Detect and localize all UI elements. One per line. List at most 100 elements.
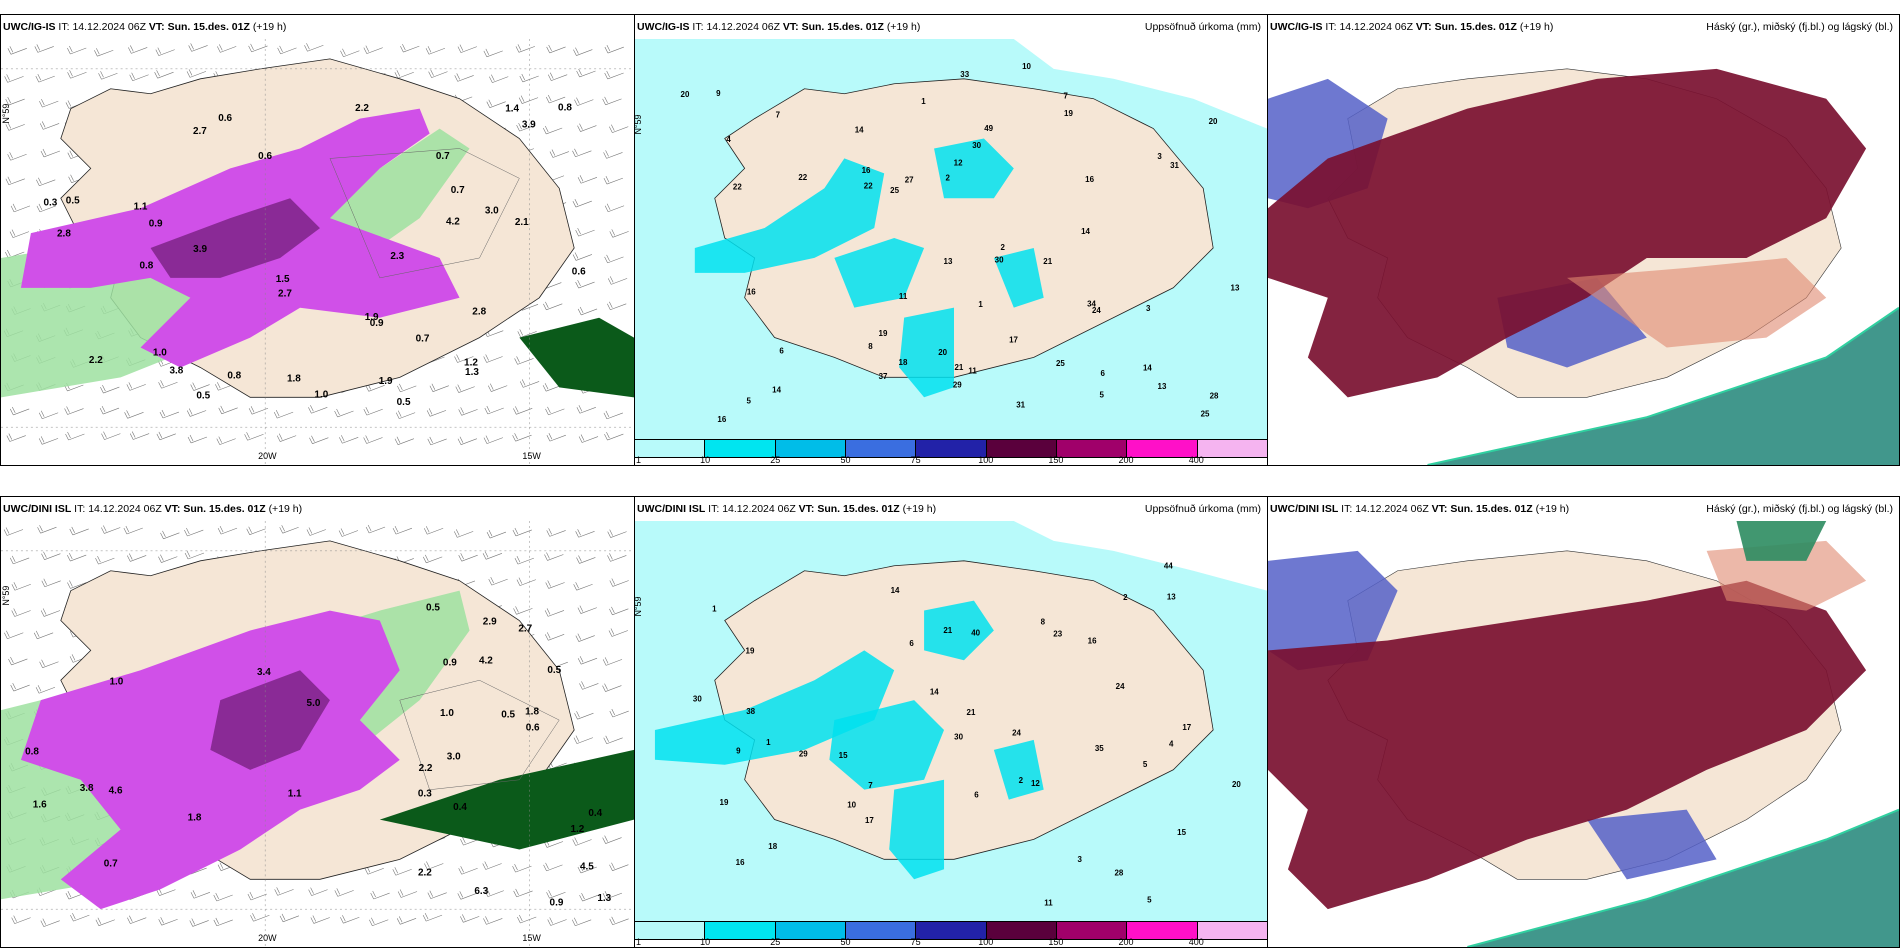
wind-barb	[576, 555, 596, 564]
precip-dark-magenta-core	[210, 670, 330, 770]
wind-barb	[484, 888, 504, 897]
map-view[interactable]	[1268, 39, 1899, 465]
legend-label: 100	[978, 455, 994, 465]
value-label: 0.3	[43, 198, 57, 209]
value-label: 1.6	[33, 799, 47, 810]
precip-cyan-south	[889, 779, 945, 880]
value-label: 17	[1009, 336, 1018, 345]
wind-barb	[338, 528, 359, 537]
teal-cloud	[1427, 307, 1899, 465]
value-label: 2.7	[278, 288, 292, 299]
wind-barb	[489, 74, 509, 83]
wind-barb	[457, 891, 477, 900]
value-label: 0.5	[196, 391, 210, 402]
wind-barb	[578, 434, 599, 443]
map-view[interactable]: 5 3 2 1 1 10 14 7 6 8 25 22 18 33 25 16 34 16 13 20 20 14 29 21…	[635, 39, 1267, 439]
legend-swatch	[635, 922, 706, 939]
legend-label: 50	[840, 937, 851, 947]
wind-barb	[67, 552, 87, 562]
wind-barb	[549, 149, 569, 158]
panel-header: UWC/IG-IS IT: 14.12.2024 06Z VT: Sun. 15…	[1, 15, 634, 39]
wind-barb	[158, 554, 178, 563]
wind-barb	[11, 915, 31, 924]
wind-barb	[574, 97, 594, 106]
wind-barb	[36, 177, 56, 187]
wind-barb	[190, 890, 211, 899]
panel-header: UWC/DINI ISL IT: 14.12.2024 06Z VT: Sun.…	[1268, 497, 1899, 521]
high-cloud-maroon	[1268, 68, 1867, 398]
wind-barb	[609, 916, 629, 926]
wind-barb	[127, 915, 147, 924]
value-label: 1.3	[597, 893, 611, 904]
wind-barb	[124, 410, 144, 419]
value-label: 22	[864, 182, 873, 191]
wind-barb	[482, 861, 502, 870]
lead-time: (+19 h)	[1535, 503, 1570, 515]
map-view[interactable]: 0.5 2.7 1.0 1.1 3.0 1.9 0.6 3.9 2.7 3.8 2.2 0.3 1.5 1…	[1, 39, 634, 465]
accum-map-svg: 5321110147682522183325163416132020142921…	[635, 39, 1267, 439]
map-view[interactable]: 0.3 0.4 0.5 1.2 2.2 4.2 1.8 5.0 4.5 6.3 3.0 2.2 1.6 0…	[1, 521, 634, 947]
green-cloud-ne	[1736, 521, 1827, 561]
value-label: 0.4	[588, 808, 602, 819]
value-label: 8	[868, 342, 873, 351]
wind-barb	[98, 71, 118, 80]
value-label: 19	[746, 647, 755, 656]
value-label: 29	[953, 380, 962, 389]
wind-barb	[483, 48, 503, 58]
value-label: 2.3	[390, 251, 404, 262]
map-view[interactable]	[1268, 521, 1899, 947]
value-label: 30	[995, 256, 1004, 265]
wind-barb	[188, 43, 208, 52]
value-label: 1.5	[276, 274, 290, 285]
wind-barb	[3, 527, 24, 536]
vt-value: Sun. 15.des. 01Z	[183, 503, 266, 515]
wind-barb	[158, 380, 178, 389]
panel-precip-rate-igis: UWC/IG-IS IT: 14.12.2024 06Z VT: Sun. 15…	[0, 14, 635, 466]
value-label: 1.4	[505, 104, 519, 115]
wind-barb	[577, 175, 598, 184]
panel-cloud-igis: UWC/IG-IS IT: 14.12.2024 06Z VT: Sun. 15…	[1267, 14, 1900, 466]
wind-barb	[423, 526, 444, 535]
value-label: 24	[1092, 306, 1101, 315]
wind-barb	[547, 917, 567, 926]
wind-barb	[576, 68, 596, 78]
value-label: 13	[1158, 382, 1167, 391]
wind-barb	[39, 99, 59, 108]
precip-cyan-south	[899, 307, 954, 398]
wind-barb	[543, 862, 563, 872]
wind-barb	[425, 46, 446, 55]
value-label: 31	[1016, 400, 1025, 409]
value-label: 0.9	[550, 898, 564, 909]
legend-swatch	[1056, 440, 1128, 457]
map-view[interactable]: 5 1 2 1 15 19 18 15 16 21 23 28 17 14 24 19 35 21 30 16 44 40…	[635, 521, 1267, 921]
wind-barb	[184, 550, 205, 560]
value-label: 25	[1056, 359, 1065, 368]
value-label: 1.8	[287, 373, 301, 384]
wind-barb	[483, 354, 503, 363]
wind-barb	[573, 47, 593, 56]
value-label: 31	[1170, 161, 1179, 170]
value-label: 1.9	[365, 312, 379, 323]
it-value: 14.12.2024 06Z	[1339, 21, 1413, 33]
value-label: 40	[971, 629, 980, 638]
low-cloud-blue-2	[1586, 809, 1717, 880]
it-label: IT:	[1341, 503, 1353, 515]
value-label: 16	[736, 858, 745, 867]
value-label: 14	[772, 385, 781, 394]
value-label: 9	[716, 89, 721, 98]
value-labels: 0.5 2.7 1.0 1.1 3.0 1.9 0.6 3.9 2.7 3.8 2.2 0.3 1.5 1…	[43, 103, 586, 408]
wind-barb	[246, 526, 266, 535]
wind-barb	[577, 605, 597, 614]
value-label: 11	[1044, 898, 1053, 907]
wind-barb	[158, 917, 178, 926]
value-label: 38	[746, 707, 755, 716]
wind-barb	[603, 175, 623, 185]
value-label: 0.8	[139, 261, 153, 272]
value-label: 0.7	[451, 185, 465, 196]
wind-barb	[603, 150, 623, 159]
wind-barb	[9, 406, 30, 416]
wind-barb	[603, 410, 623, 420]
value-label: 1.9	[379, 376, 393, 387]
teal-edge	[1427, 306, 1899, 465]
vt-label: VT:	[798, 503, 815, 515]
